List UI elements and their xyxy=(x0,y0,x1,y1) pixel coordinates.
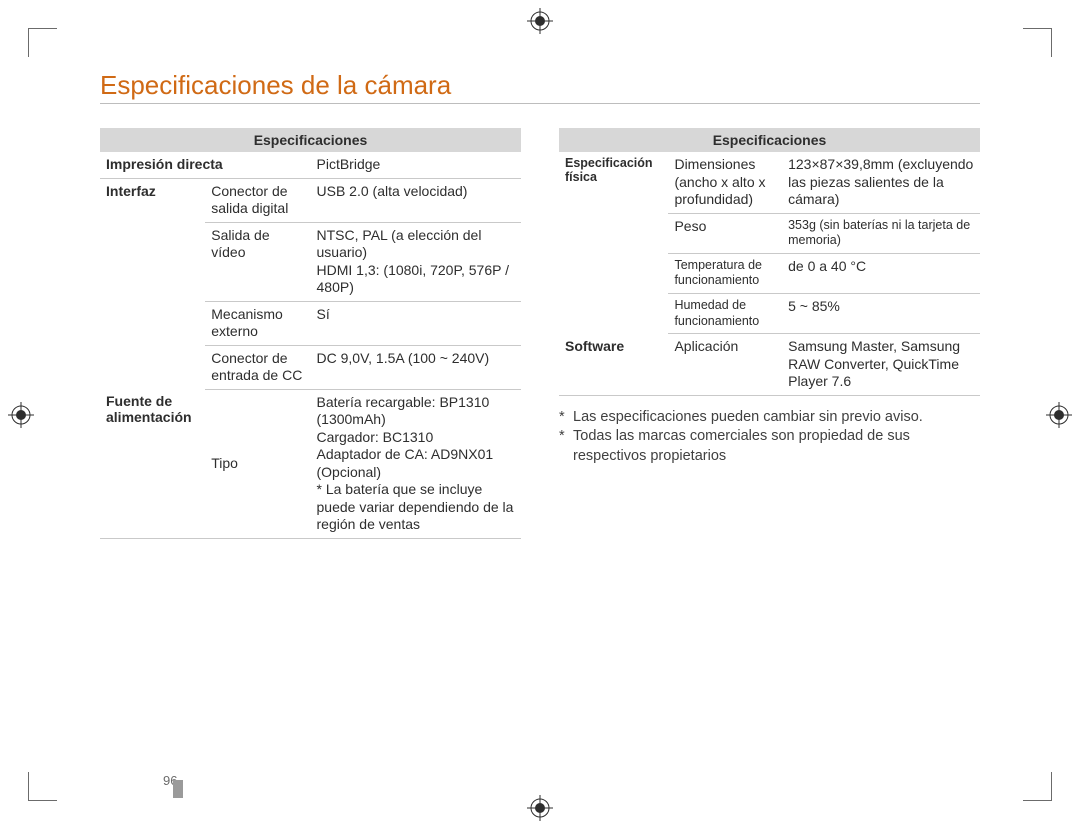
table-header-left: Especificaciones xyxy=(100,128,521,152)
cell-interfaz-video-label: Salida de vídeo xyxy=(205,222,310,301)
spec-column-left: Especificaciones Impresión directa PictB… xyxy=(100,128,521,539)
page-tab-icon xyxy=(173,780,183,798)
section-fuente: Fuente de alimentación xyxy=(100,389,205,538)
section-software: Software xyxy=(559,334,668,396)
cell-interfaz-cc-label: Conector de entrada de CC xyxy=(205,345,310,389)
cell-fisica-peso-value: 353g (sin baterías ni la tarjeta de memo… xyxy=(782,213,980,253)
cell-software-app-label: Aplicación xyxy=(668,334,782,396)
cell-fisica-dim-label: Dimensiones (ancho x alto x profundidad) xyxy=(668,152,782,213)
registration-mark-bottom xyxy=(527,795,553,821)
cell-fisica-dim-value: 123×87×39,8mm (excluyendo las piezas sal… xyxy=(782,152,980,213)
cell-fisica-hum-label: Humedad de funcionamiento xyxy=(668,294,782,334)
cell-fisica-hum-value: 5 ~ 85% xyxy=(782,294,980,334)
cell-interfaz-conector-label: Conector de salida digital xyxy=(205,178,310,222)
cell-interfaz-video-value: NTSC, PAL (a elección del usuario) HDMI … xyxy=(311,222,522,301)
spec-column-right: Especificaciones Especificación física D… xyxy=(559,128,980,539)
cell-impresion-value: PictBridge xyxy=(311,152,522,178)
crop-mark-tl xyxy=(28,28,57,57)
crop-mark-bl xyxy=(28,772,57,801)
spec-table-right: Especificaciones Especificación física D… xyxy=(559,128,980,396)
cell-interfaz-cc-value: DC 9,0V, 1.5A (100 ~ 240V) xyxy=(311,345,522,389)
section-interfaz: Interfaz xyxy=(100,178,205,389)
cell-fuente-tipo-value: Batería recargable: BP1310 (1300mAh) Car… xyxy=(311,389,522,538)
cell-fisica-temp-label: Temperatura de funcionamiento xyxy=(668,253,782,293)
cell-fisica-peso-label: Peso xyxy=(668,213,782,253)
spec-table-left: Especificaciones Impresión directa PictB… xyxy=(100,128,521,539)
footnote-2: Todas las marcas comerciales son propied… xyxy=(573,427,980,466)
registration-mark-left xyxy=(8,402,34,428)
footnotes: *Las especificaciones pueden cambiar sin… xyxy=(559,408,980,467)
page-number-block: 96 xyxy=(163,772,183,790)
registration-mark-top xyxy=(527,8,553,34)
cell-interfaz-conector-value: USB 2.0 (alta velocidad) xyxy=(311,178,522,222)
section-fisica: Especificación física xyxy=(559,152,668,334)
cell-fisica-temp-value: de 0 a 40 °C xyxy=(782,253,980,293)
crop-mark-tr xyxy=(1023,28,1052,57)
page-title: Especificaciones de la cámara xyxy=(100,70,980,104)
section-impresion-directa: Impresión directa xyxy=(100,152,311,178)
footnote-1: Las especificaciones pueden cambiar sin … xyxy=(573,408,980,428)
cell-software-app-value: Samsung Master, Samsung RAW Converter, Q… xyxy=(782,334,980,396)
cell-fuente-tipo-label: Tipo xyxy=(205,389,310,538)
table-header-right: Especificaciones xyxy=(559,128,980,152)
crop-mark-br xyxy=(1023,772,1052,801)
cell-interfaz-mecanismo-label: Mecanismo externo xyxy=(205,301,310,345)
registration-mark-right xyxy=(1046,402,1072,428)
cell-interfaz-mecanismo-value: Sí xyxy=(311,301,522,345)
